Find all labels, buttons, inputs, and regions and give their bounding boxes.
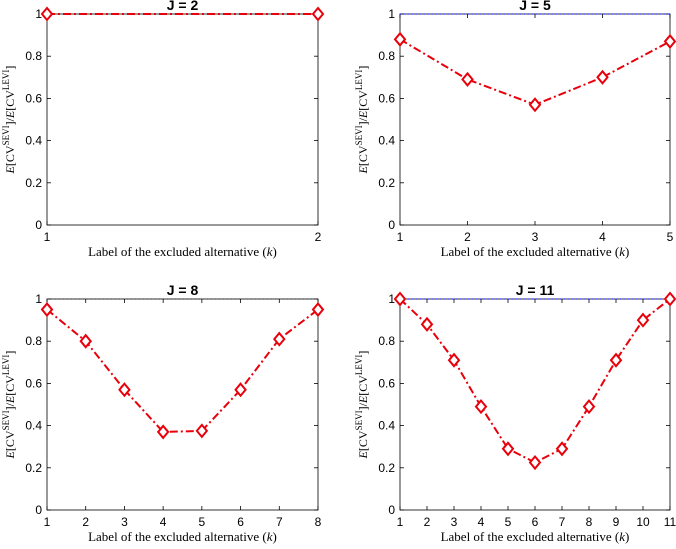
x-tick-label: 4	[599, 230, 606, 244]
y-tick-label: 1	[35, 7, 42, 21]
data-point-k11	[663, 291, 676, 307]
y-tick-label: 0	[35, 218, 42, 232]
data-point-k1	[393, 31, 407, 47]
y-tick-label: 0.2	[378, 461, 395, 475]
x-tick-label: 1	[397, 230, 404, 244]
x-tick-label: 1	[397, 515, 404, 529]
x-tick-label: 1	[44, 515, 51, 529]
data-point-k5	[195, 423, 209, 439]
y-tick-label: 0.4	[25, 419, 42, 433]
y-axis-label: E[CVSEVI]/E[CVLEVI]	[354, 351, 370, 460]
x-axis-label: Label of the excluded alternative (k)	[88, 244, 277, 259]
x-tick-label: 3	[121, 515, 128, 529]
data-point-k8	[582, 399, 596, 415]
y-tick-label: 1	[388, 292, 395, 306]
axes-box	[399, 13, 671, 226]
x-tick-label: 8	[315, 515, 322, 529]
x-tick-label: 6	[237, 515, 244, 529]
data-point-k5	[663, 33, 676, 49]
data-point-k2	[311, 6, 325, 22]
y-tick-label: 0.4	[378, 134, 395, 148]
data-point-k4	[596, 69, 609, 85]
axes-box	[399, 298, 671, 511]
x-tick-label: 4	[160, 515, 167, 529]
y-tick-label: 1	[388, 7, 395, 21]
data-point-k4	[156, 424, 170, 440]
data-point-k1	[393, 291, 407, 307]
panel-2: J = 5 0 0.2 0.4 0.6 0.8 1 1 2 3 4 5 Label of the exc…	[354, 0, 676, 259]
y-tick-label: 0.8	[25, 49, 42, 63]
y-tick-label: 0.4	[378, 419, 395, 433]
x-tick-label: 9	[613, 515, 620, 529]
panel-title: J = 2	[167, 0, 199, 13]
x-tick-label: 11	[664, 515, 676, 529]
data-point-k10	[636, 312, 650, 328]
y-axis-label: E[CVSEVI]/E[CVLEVI]	[1, 351, 17, 460]
y-tick-label: 0.2	[25, 461, 42, 475]
data-point-k7	[272, 331, 286, 347]
y-tick-label: 1	[35, 292, 42, 306]
data-point-k6	[234, 382, 247, 398]
data-point-k2	[461, 71, 474, 87]
axes-box	[46, 298, 319, 511]
axes-box	[46, 13, 319, 226]
y-tick-label: 0.6	[378, 376, 395, 390]
data-point-k3	[118, 382, 131, 398]
data-point-k4	[474, 399, 488, 415]
x-tick-label: 3	[532, 230, 539, 244]
x-tick-label: 8	[586, 515, 593, 529]
ratio-series-line	[46, 308, 319, 433]
x-tick-label: 5	[199, 515, 206, 529]
x-tick-label: 7	[276, 515, 283, 529]
x-tick-label: 2	[424, 515, 431, 529]
y-tick-label: 0.8	[378, 334, 395, 348]
y-tick-label: 0.8	[378, 49, 395, 63]
y-tick-label: 0.6	[25, 91, 42, 105]
x-axis-label: Label of the excluded alternative (k)	[441, 244, 630, 259]
x-tick-label: 2	[464, 230, 471, 244]
x-tick-label: 2	[82, 515, 89, 529]
x-tick-label: 3	[451, 515, 458, 529]
x-tick-label: 10	[636, 515, 650, 529]
y-tick-label: 0	[388, 218, 395, 232]
y-tick-label: 0.6	[25, 376, 42, 390]
y-axis-label: E[CVSEVI]/E[CVLEVI]	[354, 66, 370, 175]
panel-title: J = 11	[516, 282, 555, 298]
y-tick-label: 0.6	[378, 91, 395, 105]
panel-1: J = 2 0 0.2 0.4 0.6 0.8 1 1 2 Label of the exclud…	[1, 0, 325, 259]
data-point-k2	[79, 333, 93, 349]
data-point-k7	[555, 441, 569, 457]
y-axis-label: E[CVSEVI]/E[CVLEVI]	[1, 66, 17, 175]
y-tick-label: 0.2	[25, 176, 42, 190]
data-point-k2	[420, 316, 434, 332]
data-point-k8	[311, 301, 325, 318]
x-tick-label: 1	[44, 230, 51, 244]
x-tick-label: 6	[532, 515, 539, 529]
y-tick-label: 0	[388, 503, 395, 517]
x-axis-label: Label of the excluded alternative (k)	[88, 529, 277, 544]
data-point-k3	[528, 97, 542, 113]
x-tick-label: 2	[315, 230, 322, 244]
data-point-k6	[528, 454, 542, 471]
panel-3: J = 8 0 0.2 0.4 0.6 0.8 1 1 2 3 4 5 6 7 8 Label of the …	[1, 282, 325, 544]
data-point-k1	[40, 6, 54, 22]
x-tick-label: 4	[478, 515, 485, 529]
panel-title: J = 5	[519, 0, 551, 13]
y-tick-label: 0.2	[378, 176, 395, 190]
data-point-k3	[447, 352, 461, 368]
y-tick-label: 0.8	[25, 334, 42, 348]
x-axis-label: Label of the excluded alternative (k)	[441, 529, 630, 544]
data-point-k9	[609, 352, 623, 368]
panel-title: J = 8	[167, 282, 199, 298]
data-point-k1	[40, 301, 54, 318]
x-tick-label: 5	[505, 515, 512, 529]
x-tick-label: 5	[667, 230, 674, 244]
y-tick-label: 0	[35, 503, 42, 517]
x-tick-label: 7	[559, 515, 566, 529]
y-tick-label: 0.4	[25, 134, 42, 148]
data-point-k5	[501, 441, 515, 457]
